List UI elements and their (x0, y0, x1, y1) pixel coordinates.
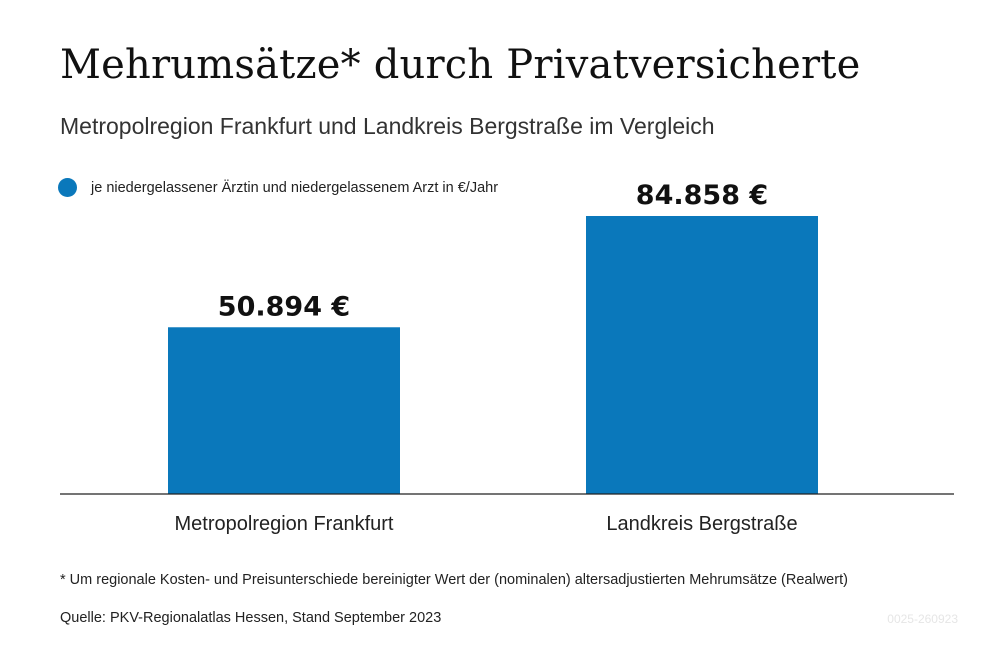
value-label-1: 84.858 € (636, 180, 768, 211)
legend-label: je niedergelassener Ärztin und niedergel… (91, 179, 499, 196)
source-note: Quelle: PKV-Regionalatlas Hessen, Stand … (60, 610, 442, 626)
category-label-0: Metropolregion Frankfurt (175, 513, 394, 535)
value-label-0: 50.894 € (218, 291, 350, 322)
chart-title: Mehrumsätze* durch Privatversicherte (60, 42, 861, 88)
bar-1 (586, 216, 818, 494)
legend: je niedergelassener Ärztin und niedergel… (58, 178, 498, 197)
footnote: * Um regionale Kosten- und Preisuntersch… (60, 572, 848, 588)
legend-swatch (58, 178, 77, 197)
bar-0 (168, 327, 400, 494)
category-label-1: Landkreis Bergstraße (606, 513, 797, 535)
chart-subtitle: Metropolregion Frankfurt und Landkreis B… (60, 113, 715, 139)
graphic-code: 0025-260923 (887, 612, 958, 626)
